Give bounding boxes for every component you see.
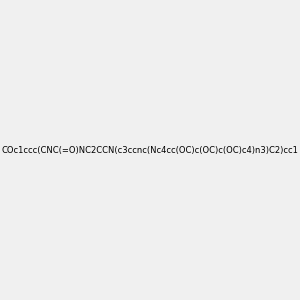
Text: COc1ccc(CNC(=O)NC2CCN(c3ccnc(Nc4cc(OC)c(OC)c(OC)c4)n3)C2)cc1: COc1ccc(CNC(=O)NC2CCN(c3ccnc(Nc4cc(OC)c(… (2, 146, 298, 154)
